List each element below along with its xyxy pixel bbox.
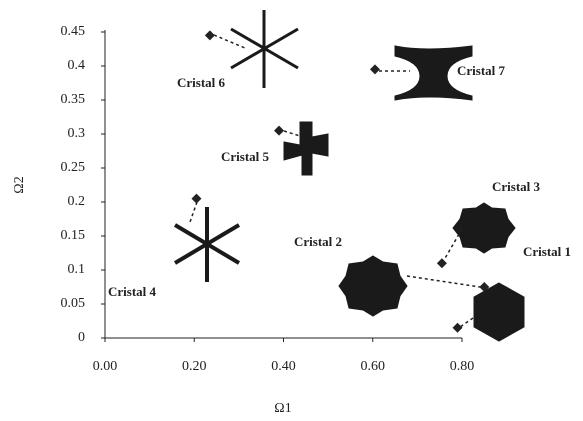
point-label: Cristal 1 [523,244,571,259]
x-axis-title: Ω1 [274,401,291,416]
connector [189,201,198,223]
crystal-5-icon [283,121,329,176]
x-tick-label: 0.60 [361,359,386,374]
connector [406,275,481,288]
y-tick-label: 0.3 [68,126,86,141]
connector [459,317,474,328]
connector [213,34,246,49]
x-tick-label: 0.00 [93,359,118,374]
point-label: Cristal 7 [457,63,506,78]
crystal-3-icon [452,202,516,254]
y-tick-label: 0.15 [61,228,86,243]
y-tick-label: 0.25 [61,160,86,175]
crystal-1-icon [473,282,525,342]
point [479,282,490,292]
point-label: Cristal 3 [492,179,541,194]
point [191,193,202,204]
point [369,64,380,75]
y-tick-label: 0.1 [68,262,86,277]
point-label: Cristal 6 [177,75,226,90]
y-tick-label: 0.4 [68,58,86,73]
point [204,30,215,41]
crystal-7-icon [394,45,473,101]
point [452,322,463,333]
y-tick-label: 0 [78,330,85,345]
y-tick-label: 0.45 [61,24,86,39]
point [436,258,447,269]
point-label: Cristal 2 [294,234,342,249]
x-tick-label: 0.20 [182,359,207,374]
crystal-4-icon [173,207,241,282]
crystal-2-icon [338,255,408,317]
crystal-icons [173,10,525,342]
point-label: Cristal 4 [108,284,157,299]
y-tick-label: 0.05 [61,296,86,311]
x-tick-label: 0.40 [271,359,296,374]
point-label: Cristal 5 [221,149,270,164]
connectors [189,34,481,328]
y-axis-title: Ω2 [12,176,27,193]
y-tick-label: 0.2 [68,194,86,209]
crystal-6-icon [230,10,299,88]
x-tick-label: 0.80 [450,359,475,374]
point [274,125,285,136]
connector [283,130,301,137]
y-tick-label: 0.35 [61,92,86,107]
